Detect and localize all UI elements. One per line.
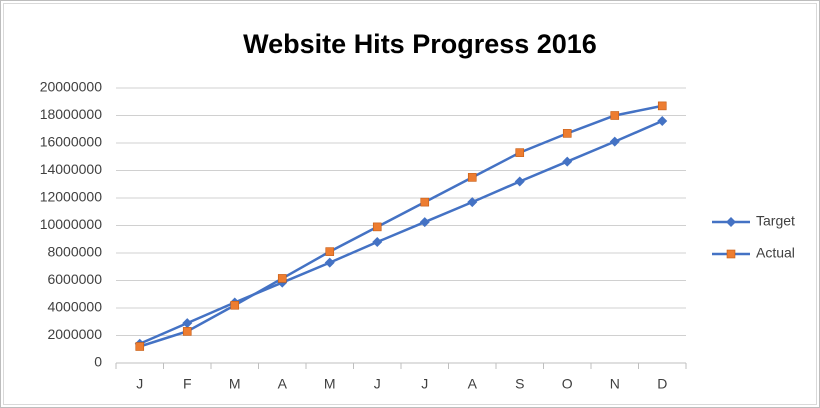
marker: [419, 217, 430, 228]
y-tick-label: 2000000: [47, 326, 102, 342]
series-line: [139, 119, 663, 345]
marker: [562, 129, 572, 138]
marker: [610, 111, 620, 120]
marker: [230, 300, 240, 310]
marker: [182, 318, 193, 329]
x-tick-label: D: [657, 376, 667, 392]
marker: [467, 197, 478, 208]
y-tick-label: 12000000: [40, 189, 103, 205]
marker: [515, 148, 525, 157]
series-line: [139, 104, 663, 348]
y-tick-label: 6000000: [47, 271, 102, 287]
marker: [726, 217, 736, 227]
legend-label: Actual: [756, 245, 795, 261]
marker: [467, 173, 477, 182]
marker: [726, 249, 736, 259]
marker: [420, 197, 430, 207]
chart-area-border: [3, 3, 817, 405]
marker: [609, 136, 620, 147]
marker: [562, 156, 573, 167]
x-tick-label: J: [136, 376, 143, 392]
marker: [182, 327, 192, 336]
marker: [372, 222, 382, 232]
x-tick-label: N: [610, 376, 620, 392]
y-tick-label: 20000000: [40, 79, 103, 95]
marker: [277, 274, 287, 283]
marker: [372, 237, 383, 247]
marker: [325, 247, 335, 256]
x-tick-label: A: [278, 376, 288, 392]
x-tick-label: J: [374, 376, 381, 392]
y-tick-label: 18000000: [40, 106, 103, 122]
x-tick-label: S: [515, 376, 524, 392]
marker: [135, 342, 145, 351]
chart-title: Website Hits Progress 2016: [243, 29, 597, 59]
marker: [657, 101, 667, 111]
x-tick-label: M: [229, 376, 241, 392]
marker: [657, 116, 668, 126]
x-tick-label: J: [421, 376, 428, 392]
y-tick-label: 0: [94, 354, 102, 370]
x-tick-label: M: [324, 376, 336, 392]
x-tick-label: O: [562, 376, 573, 392]
y-tick-label: 16000000: [40, 134, 103, 150]
y-tick-label: 14000000: [40, 161, 103, 177]
y-tick-label: 4000000: [47, 299, 102, 315]
marker: [324, 257, 335, 268]
x-tick-label: F: [183, 376, 192, 392]
x-tick-label: A: [468, 376, 478, 392]
y-tick-label: 8000000: [47, 244, 102, 260]
y-tick-label: 10000000: [40, 216, 103, 232]
legend-label: Target: [756, 213, 795, 229]
marker: [514, 176, 525, 187]
